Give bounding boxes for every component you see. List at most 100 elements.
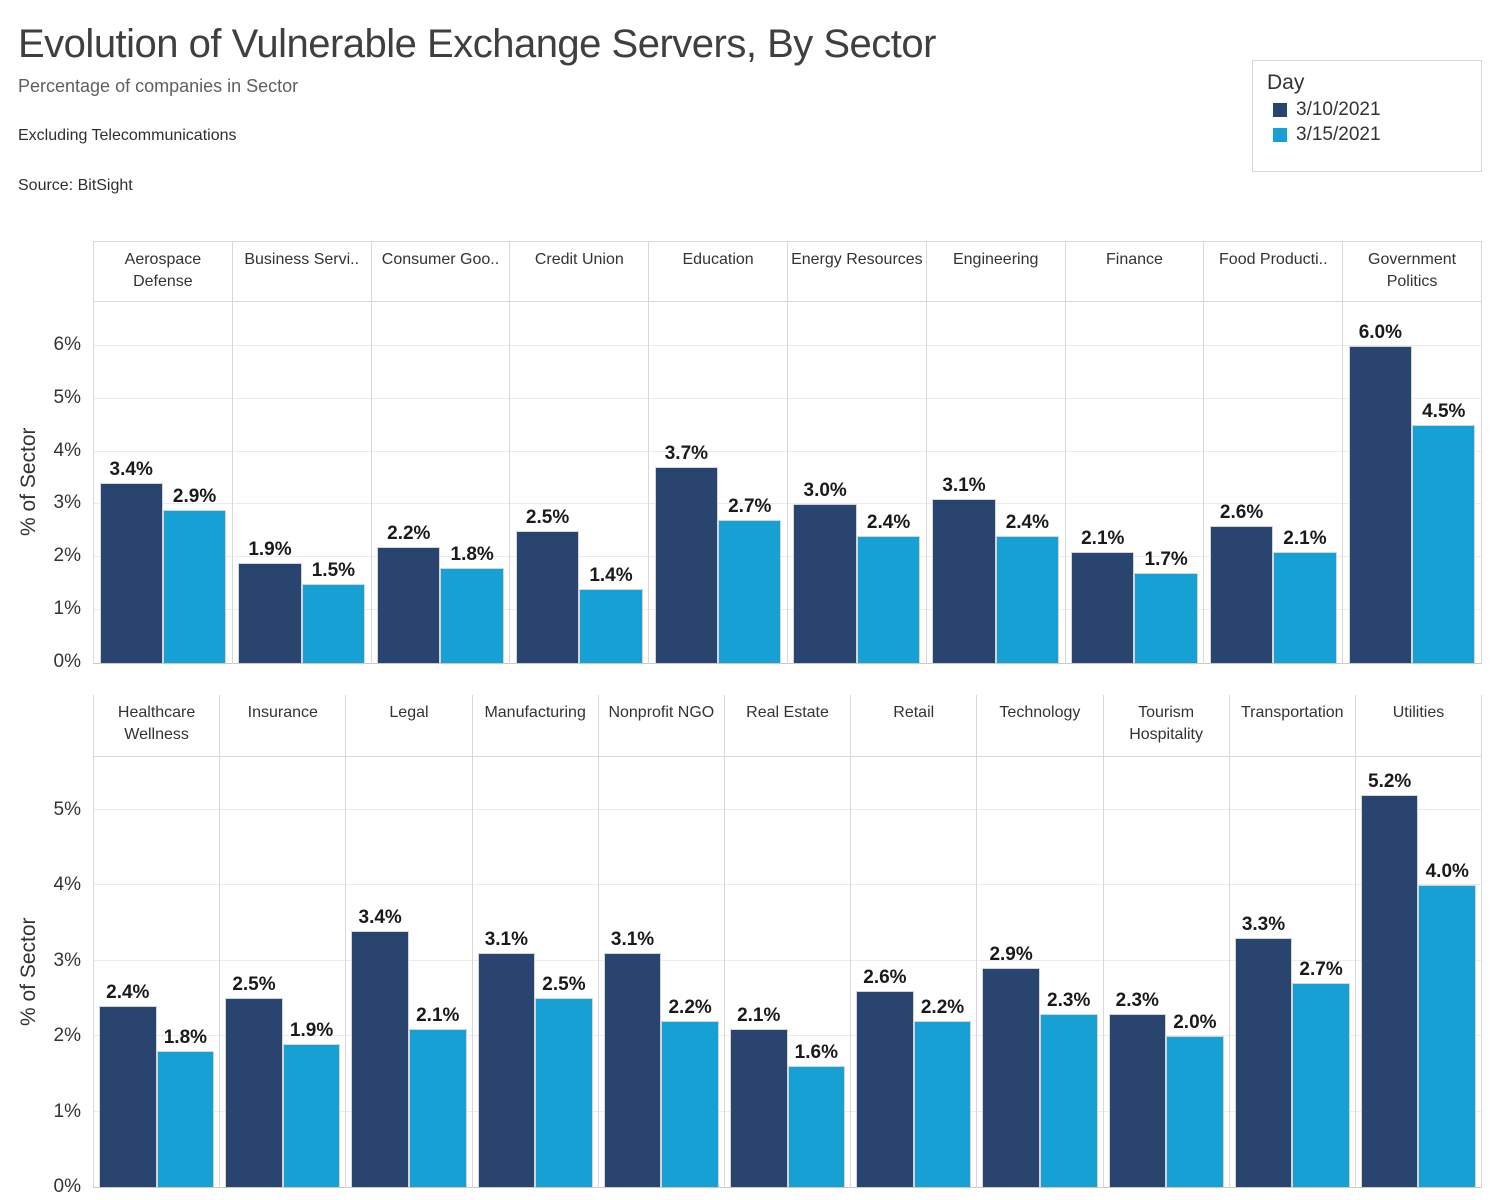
bar-series-1[interactable]: 1.6% <box>787 1042 846 1187</box>
bar-series-0[interactable]: 2.5% <box>225 974 283 1187</box>
y-axis-tick-label: 1% <box>53 1100 81 1122</box>
gridline <box>94 344 232 346</box>
bar-group: 3.7% 2.7% <box>654 443 782 663</box>
bar-value-label: 2.1% <box>1283 528 1327 550</box>
bar-series-1[interactable]: 2.4% <box>995 512 1060 663</box>
gridline <box>851 884 977 886</box>
gridline <box>1065 503 1204 505</box>
gridline <box>1103 884 1229 886</box>
gridline <box>724 959 851 961</box>
bar-series-1[interactable]: 2.4% <box>856 512 921 663</box>
legend-swatch-icon <box>1273 128 1287 142</box>
bar-series-1[interactable]: 1.8% <box>440 544 504 663</box>
gridline <box>649 344 787 346</box>
sector-header-label: Tourism Hospitality <box>1103 695 1229 757</box>
sector-plot: 2.5% 1.4% <box>510 302 649 664</box>
sector-header-label: Utilities <box>1355 695 1482 757</box>
bar-value-label: 5.2% <box>1368 770 1412 792</box>
page-title: Evolution of Vulnerable Exchange Servers… <box>18 22 936 66</box>
bar-series-0[interactable]: 1.9% <box>238 539 302 663</box>
bar-value-label: 2.6% <box>1219 501 1264 523</box>
bar-series-0[interactable]: 2.6% <box>856 967 914 1187</box>
bar-series-0[interactable]: 3.7% <box>654 443 719 663</box>
bar-value-label: 2.4% <box>866 512 911 534</box>
bar-series-0[interactable]: 3.1% <box>932 475 996 663</box>
bar-series-1[interactable]: 4.0% <box>1418 861 1477 1187</box>
bar-series-1[interactable]: 2.1% <box>1273 528 1337 663</box>
bar-value-label: 1.7% <box>1144 549 1188 571</box>
bar-series-0[interactable]: 3.3% <box>1234 914 1293 1187</box>
y-axis-tick-label: 2% <box>53 1025 81 1047</box>
bar-series-1[interactable]: 2.5% <box>535 974 593 1187</box>
bar-group: 2.6% 2.1% <box>1209 502 1337 663</box>
y-axis-tick-label: 3% <box>53 492 81 514</box>
bar-series-1[interactable]: 1.4% <box>579 565 643 663</box>
legend-item-day-2[interactable]: 3/15/2021 <box>1267 124 1467 146</box>
bar-series-1[interactable]: 2.2% <box>913 997 972 1187</box>
bar-value-label: 3.0% <box>803 480 847 502</box>
bar-series-1[interactable]: 2.1% <box>408 1005 467 1187</box>
bar-value-label: 4.0% <box>1425 861 1469 883</box>
y-axis-tick-label: 5% <box>53 386 81 408</box>
sector-header-label: Engineering <box>926 242 1065 302</box>
gridline <box>94 1035 220 1037</box>
bar-value-label: 2.5% <box>232 974 276 996</box>
sector-panel: Utilities 5.2% 4.0% <box>1355 695 1483 1188</box>
gridline <box>926 397 1065 399</box>
bar-series-1[interactable]: 2.3% <box>1039 990 1098 1187</box>
sector-header-label: Education <box>649 242 787 302</box>
y-axis-tick-label: 0% <box>53 651 81 672</box>
bar-value-label: 3.1% <box>942 475 986 497</box>
bar-group: 3.4% 2.1% <box>351 907 467 1187</box>
bar-series-0[interactable]: 3.4% <box>99 459 163 663</box>
bar-series-0[interactable]: 2.9% <box>982 944 1040 1187</box>
bar-series-0[interactable]: 5.2% <box>1360 771 1419 1187</box>
bar-value-label: 2.9% <box>172 485 217 507</box>
bar-series-1[interactable]: 2.7% <box>1292 959 1350 1187</box>
sector-header-label: Government Politics <box>1343 242 1481 302</box>
gridline <box>1343 344 1481 346</box>
bar-series-0[interactable]: 2.5% <box>515 507 580 663</box>
bar-group: 2.4% 1.8% <box>99 982 215 1187</box>
bar-series-1[interactable]: 1.7% <box>1134 549 1198 663</box>
gridline <box>977 808 1103 810</box>
bar-series-0[interactable]: 3.1% <box>603 929 662 1187</box>
gridline <box>1229 959 1355 961</box>
bar-value-label: 1.8% <box>163 1027 208 1049</box>
gridline <box>977 884 1103 886</box>
exclusion-note: Excluding Telecommunications <box>18 127 237 144</box>
sector-plot: 2.2% 1.8% <box>371 302 510 664</box>
bar-series-0[interactable]: 6.0% <box>1348 322 1413 663</box>
sector-panel: Legal 3.4% 2.1% <box>346 695 473 1188</box>
bar-series-0[interactable]: 3.1% <box>477 929 536 1187</box>
bar-series-0[interactable]: 2.3% <box>1108 990 1167 1187</box>
bar-value-label: 3.7% <box>664 443 709 465</box>
bar-series-0[interactable]: 3.4% <box>351 907 409 1187</box>
legend-item-day-1[interactable]: 3/10/2021 <box>1267 99 1467 121</box>
bar-series-1[interactable]: 1.8% <box>156 1027 215 1187</box>
bar-series-1[interactable]: 2.0% <box>1166 1012 1224 1187</box>
bar-series-1[interactable]: 1.9% <box>282 1020 341 1187</box>
y-axis-tick-label: 5% <box>53 798 81 820</box>
bar-series-1[interactable]: 2.9% <box>162 486 227 663</box>
bar-series-0[interactable]: 2.1% <box>729 1005 788 1187</box>
bar-series-0[interactable]: 3.0% <box>793 480 857 663</box>
sector-header-label: Aerospace Defense <box>94 242 232 302</box>
bar-series-1[interactable]: 1.5% <box>301 560 366 663</box>
bar-group: 2.5% 1.9% <box>225 974 341 1187</box>
sector-header-label: Retail <box>851 695 977 757</box>
bar-series-0[interactable]: 2.2% <box>377 523 441 663</box>
sector-panel: Education 3.7% 2.7% <box>649 242 788 664</box>
bar-series-1[interactable]: 4.5% <box>1412 401 1476 663</box>
bar-series-1[interactable]: 2.2% <box>661 997 719 1187</box>
gridline <box>232 344 371 346</box>
bar-group: 6.0% 4.5% <box>1348 322 1476 663</box>
gridline <box>598 808 724 810</box>
bar-series-1[interactable]: 2.7% <box>718 496 782 663</box>
bar-series-0[interactable]: 2.1% <box>1071 528 1135 663</box>
gridline <box>371 450 510 452</box>
bar-series-0[interactable]: 2.4% <box>99 982 157 1187</box>
sector-header-label: Credit Union <box>510 242 649 302</box>
bar-series-0[interactable]: 2.6% <box>1209 502 1274 663</box>
sector-plot: 3.1% 2.4% <box>926 302 1065 664</box>
